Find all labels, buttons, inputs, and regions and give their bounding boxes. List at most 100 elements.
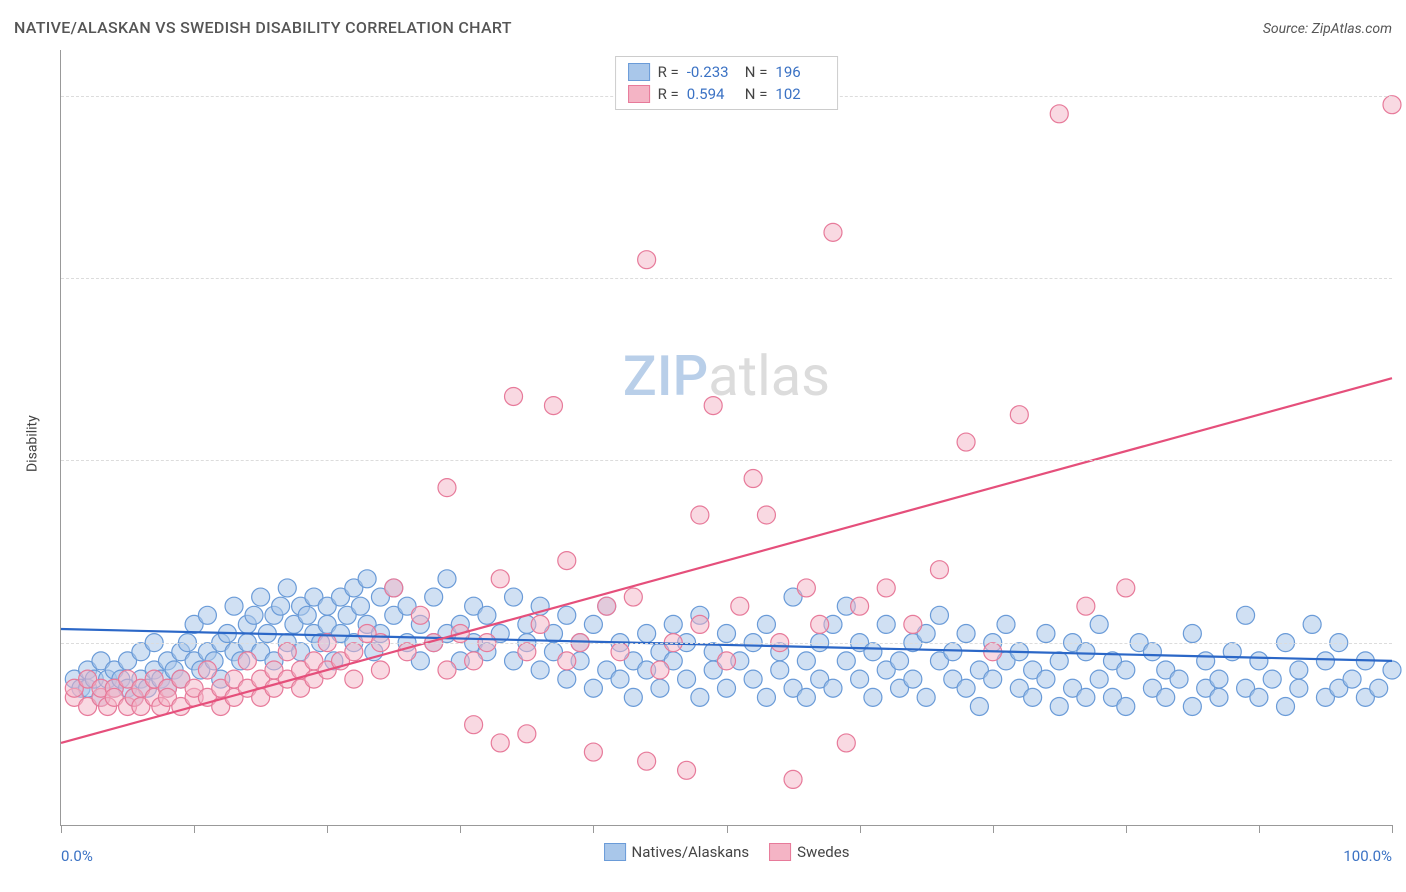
data-point [678,761,696,779]
data-point [518,643,536,661]
data-point [531,615,549,633]
plot-area: R = -0.233 N = 196 R = 0.594 N = 102 ZIP… [60,50,1392,826]
data-point [691,615,709,633]
chart-title: NATIVE/ALASKAN VS SWEDISH DISABILITY COR… [14,18,512,37]
data-point [824,679,842,697]
data-point [1170,670,1188,688]
data-point [904,670,922,688]
data-point [278,579,296,597]
data-point [1210,688,1228,706]
data-point [1383,661,1401,679]
data-point [438,570,456,588]
data-point [298,606,316,624]
data-point [744,470,762,488]
data-point [1117,697,1135,715]
data-point [278,643,296,661]
data-point [757,506,775,524]
data-point [1117,579,1135,597]
data-point [997,615,1015,633]
y-tick-label: 40.0% [1397,451,1406,469]
data-point [651,679,669,697]
data-point [837,652,855,670]
data-point [1077,688,1095,706]
data-point [345,643,363,661]
n-value-swedes: 102 [775,85,825,103]
data-point [864,688,882,706]
data-point [558,670,576,688]
data-point [465,652,483,670]
data-point [1237,606,1255,624]
data-point [558,552,576,570]
plot-svg [61,50,1392,825]
data-point [198,661,216,679]
data-point [425,588,443,606]
data-point [744,670,762,688]
data-point [957,625,975,643]
data-point [771,661,789,679]
chart-source: Source: ZipAtlas.com [1263,21,1392,37]
data-point [797,652,815,670]
data-point [1077,643,1095,661]
data-point [851,670,869,688]
data-point [624,588,642,606]
data-point [272,597,290,615]
data-point [358,570,376,588]
data-point [984,670,1002,688]
data-point [1343,670,1361,688]
legend-row-natives: R = -0.233 N = 196 [628,61,826,83]
data-point [491,734,509,752]
data-point [917,688,935,706]
y-tick-label: 20.0% [1397,634,1406,652]
data-point [1303,615,1321,633]
data-point [877,615,895,633]
data-point [624,688,642,706]
data-point [371,661,389,679]
x-axis-max-label: 100.0% [1343,847,1392,865]
data-point [1197,652,1215,670]
data-point [505,588,523,606]
data-point [1090,615,1108,633]
data-point [864,643,882,661]
data-point [252,588,270,606]
data-point [664,615,682,633]
data-point [904,615,922,633]
data-point [678,670,696,688]
data-point [1050,652,1068,670]
data-point [718,652,736,670]
data-point [1157,688,1175,706]
y-axis-label: Disability [24,415,40,472]
data-point [970,697,988,715]
data-point [891,652,909,670]
data-point [198,606,216,624]
data-point [851,597,869,615]
data-point [558,606,576,624]
data-point [1290,661,1308,679]
data-point [824,223,842,241]
data-point [438,479,456,497]
chart-container: Disability R = -0.233 N = 196 R = 0.594 … [14,50,1392,878]
data-point [1183,697,1201,715]
swatch-natives [628,63,650,81]
correlation-legend: R = -0.233 N = 196 R = 0.594 N = 102 [615,56,839,110]
swatch-bottom-natives [604,843,626,861]
data-point [1370,679,1388,697]
data-point [1210,670,1228,688]
y-tick-label: 60.0% [1397,269,1406,287]
data-point [1316,652,1334,670]
data-point [957,679,975,697]
data-point [1183,625,1201,643]
data-point [1037,670,1055,688]
data-point [797,688,815,706]
data-point [930,606,948,624]
r-value-swedes: 0.594 [687,85,737,103]
data-point [757,688,775,706]
data-point [944,643,962,661]
data-point [1077,597,1095,615]
data-point [611,670,629,688]
data-point [225,597,243,615]
x-axis-min-label: 0.0% [61,847,93,865]
data-point [638,752,656,770]
data-point [345,670,363,688]
data-point [704,397,722,415]
data-point [1263,670,1281,688]
